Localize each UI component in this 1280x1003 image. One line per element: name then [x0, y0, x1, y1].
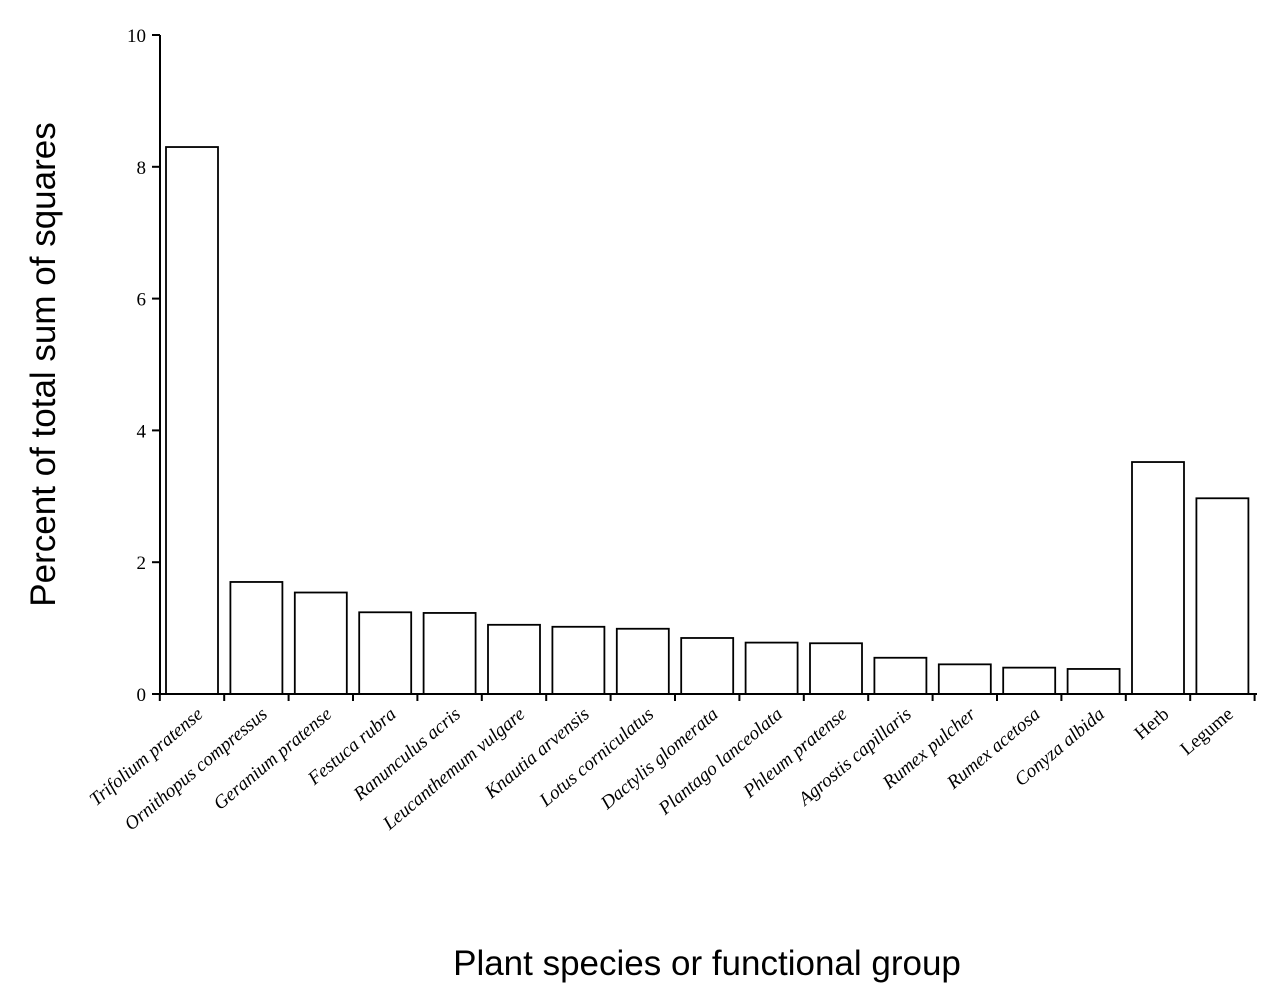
axes-group: [159, 35, 1257, 695]
x-ticks-group: [158, 694, 1256, 701]
x-tick-label-0: Trifolium pratense: [86, 704, 207, 811]
bar-6: [551, 625, 606, 695]
bar-1: [229, 581, 284, 695]
x-tick-label-15: Herb: [1131, 704, 1174, 745]
bar-11: [873, 656, 928, 695]
x-axis-title: Plant species or functional group: [453, 944, 961, 983]
bar-9: [744, 641, 799, 695]
bar-10: [809, 642, 863, 695]
x-tick-label-16: Legume: [1176, 704, 1237, 760]
y-axis-title: Percent of total sum of squares: [24, 122, 63, 606]
x-tick-label-8: Dactylis glomerata: [596, 704, 722, 815]
bar-5: [487, 623, 541, 695]
bar-16: [1195, 497, 1250, 695]
bar-12: [937, 663, 992, 695]
y-tick-label-1: 2: [137, 553, 147, 574]
bar-13: [1002, 666, 1057, 695]
bar-2: [293, 591, 348, 695]
y-tick-label-4: 8: [137, 158, 147, 179]
bar-4: [422, 612, 477, 695]
x-tick-label-7: Lotus corniculatus: [535, 704, 658, 812]
bar-8: [680, 637, 735, 695]
y-ticks-group: 0 2 4 6 8 10: [127, 26, 160, 706]
bar-7: [615, 627, 670, 695]
bars-group: [165, 146, 1250, 695]
bar-0: [165, 146, 219, 695]
x-tick-label-11: Agrostis capillaris: [793, 704, 915, 812]
y-tick-label-5: 10: [127, 26, 146, 47]
y-tick-label-2: 4: [137, 421, 147, 442]
y-tick-label-3: 6: [137, 290, 147, 311]
bar-15: [1131, 461, 1185, 695]
bar-3: [358, 611, 413, 695]
y-tick-label-0: 0: [137, 685, 147, 706]
x-tick-label-2: Geranium pratense: [210, 704, 336, 815]
bar-14: [1066, 668, 1121, 695]
x-tick-label-4: Ranunculus acris: [349, 704, 465, 806]
